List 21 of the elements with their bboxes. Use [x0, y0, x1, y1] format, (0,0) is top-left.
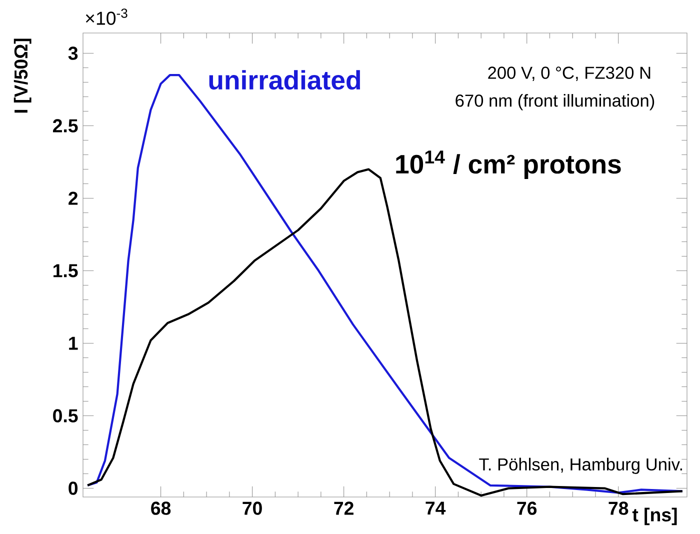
y-tick-label: 0.5 — [53, 409, 78, 422]
annotation: T. Pöhlsen, Hamburg Univ. — [479, 458, 682, 474]
y-tick-label: 1 — [69, 336, 78, 350]
annotation: 200 V, 0 °C, FZ320 N — [488, 66, 650, 81]
y-tick-label: 1.5 — [54, 264, 78, 278]
y-tick-label: 2.5 — [52, 119, 78, 132]
x-tick-label: 68 — [151, 502, 171, 515]
x-tick-label: 72 — [334, 502, 354, 515]
x-tick-label: 74 — [426, 502, 446, 515]
y-tick-label: 0 — [68, 482, 78, 495]
x-tick-label: 78 — [608, 502, 628, 515]
x-tick-label: 76 — [517, 502, 537, 515]
y-tick-label: 2 — [68, 192, 78, 205]
x-axis-title: t [ns] — [632, 508, 677, 526]
y-axis-title: I [V/50Ω] — [14, 38, 32, 113]
annotation: 670 nm (front illumination) — [456, 94, 654, 110]
x-tick-label: 70 — [242, 502, 262, 515]
series-label: unirradiated — [209, 70, 360, 90]
y-tick-label: 3 — [68, 46, 78, 60]
series-label: 10$^{14}$ / cm² protons — [396, 150, 621, 179]
text: ×10$^{-3}$ — [86, 8, 128, 25]
